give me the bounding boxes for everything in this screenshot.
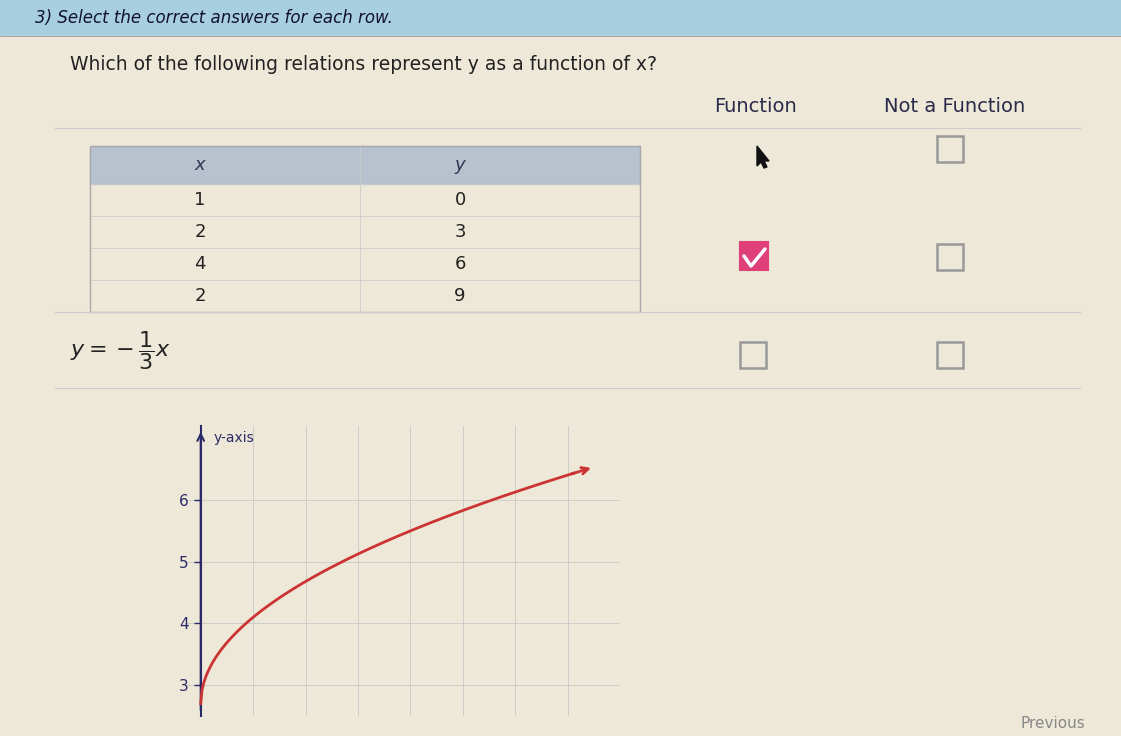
Text: Function: Function (714, 96, 796, 116)
Bar (90, 146, 640, 184)
FancyBboxPatch shape (740, 242, 768, 270)
Text: 3) Select the correct answers for each row.: 3) Select the correct answers for each r… (35, 9, 392, 27)
Bar (0, 0, 1121, 36)
Text: Which of the following relations represent y as a function of x?: Which of the following relations represe… (70, 54, 657, 74)
Text: y: y (455, 156, 465, 174)
Text: 3: 3 (454, 223, 465, 241)
Text: y-axis: y-axis (214, 431, 254, 445)
Polygon shape (757, 146, 769, 168)
Text: Not a Function: Not a Function (884, 96, 1026, 116)
Bar (90, 146, 640, 312)
Text: x: x (195, 156, 205, 174)
Text: 6: 6 (454, 255, 465, 273)
Text: 4: 4 (194, 255, 206, 273)
Text: 9: 9 (454, 287, 465, 305)
Text: 0: 0 (454, 191, 465, 209)
Text: 2: 2 (194, 287, 206, 305)
Text: 1: 1 (194, 191, 205, 209)
Text: $y = -\dfrac{1}{3}x$: $y = -\dfrac{1}{3}x$ (70, 330, 170, 372)
Text: Previous: Previous (1020, 717, 1085, 732)
Text: 2: 2 (194, 223, 206, 241)
